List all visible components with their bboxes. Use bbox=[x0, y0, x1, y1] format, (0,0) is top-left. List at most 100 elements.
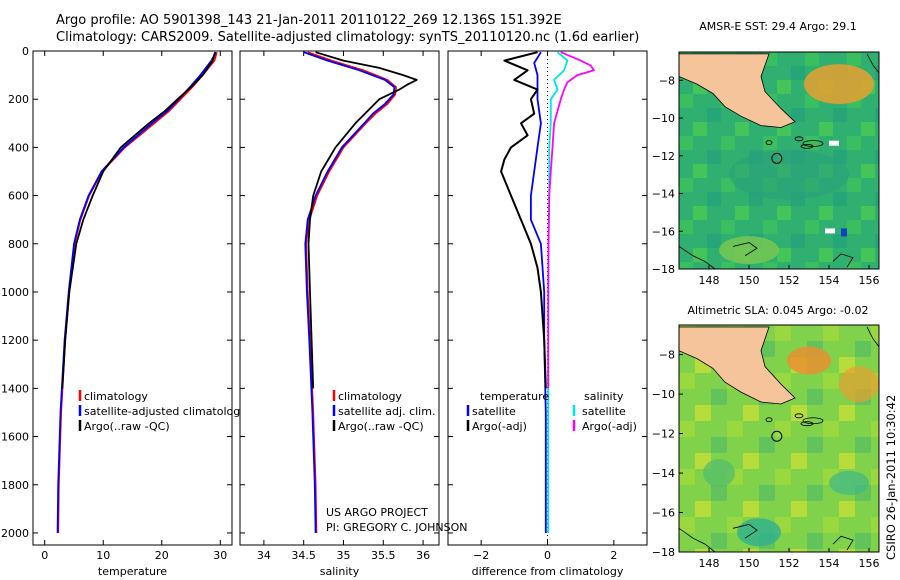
y-tick-label: −10 bbox=[652, 112, 675, 125]
island bbox=[800, 421, 814, 427]
sst-map-title: AMSR-E SST: 29.4 Argo: 29.1 bbox=[699, 20, 857, 33]
y-tick-label: 1800 bbox=[1, 479, 29, 492]
x-tick-label: 36 bbox=[416, 549, 430, 562]
reef-outline bbox=[679, 246, 716, 269]
reef-outline bbox=[832, 535, 854, 551]
y-tick-label: 600 bbox=[8, 190, 29, 203]
sla-map: 148 150 152 154 156 −8 −10 −12 −14 −16 −18 bbox=[652, 324, 880, 570]
legend-label: temperature bbox=[480, 390, 549, 403]
plot-frame bbox=[32, 50, 233, 546]
island bbox=[794, 136, 804, 142]
y-tick-label: 1400 bbox=[1, 382, 29, 395]
series-line-argo-raw-qc- bbox=[61, 51, 216, 389]
x-tick-label: 156 bbox=[859, 557, 880, 570]
series-line-argo-adj- bbox=[547, 51, 595, 389]
y-tick-label: −14 bbox=[652, 188, 675, 201]
y-tick-label: −18 bbox=[652, 546, 675, 559]
y-tick-label: −18 bbox=[652, 263, 675, 276]
y-tick-label: 2000 bbox=[1, 527, 29, 540]
x-axis-label: salinity bbox=[320, 565, 360, 578]
legend-label: Argo(..raw -QC) bbox=[338, 420, 424, 433]
x-tick-label: 152 bbox=[779, 557, 800, 570]
y-tick-label: −8 bbox=[659, 349, 675, 362]
legend-label: Argo(..raw -QC) bbox=[84, 420, 170, 433]
y-tick-label: −12 bbox=[652, 428, 675, 441]
map-overlay bbox=[679, 326, 879, 552]
climatology-subtitle: Climatology: CARS2009. Satellite-adjuste… bbox=[56, 30, 640, 45]
island bbox=[765, 140, 773, 145]
y-tick-label: 1600 bbox=[1, 431, 29, 444]
legend-label: satellite adj. clim. bbox=[338, 405, 435, 418]
y-tick-label: −16 bbox=[652, 507, 675, 520]
warm-patch bbox=[804, 64, 874, 105]
island bbox=[794, 413, 804, 419]
series-group bbox=[303, 51, 418, 534]
low-sla-patch bbox=[703, 459, 735, 488]
land-mass bbox=[679, 326, 796, 405]
y-tick-label: 200 bbox=[8, 93, 29, 106]
temperature-panel: 0 10 20 30 0 200 400 600 800 1000 1200 1400 1600 1800… bbox=[1, 45, 247, 578]
reef-outline bbox=[732, 242, 758, 257]
land-mass bbox=[679, 53, 796, 128]
high-sla-patch bbox=[839, 366, 879, 403]
island bbox=[800, 143, 814, 149]
x-tick-label: 34 bbox=[257, 549, 271, 562]
argo-position-marker bbox=[771, 430, 783, 442]
y-tick-label: −14 bbox=[652, 467, 675, 480]
x-axis-label: temperature bbox=[98, 565, 167, 578]
sla-map-title: Altimetric SLA: 0.045 Argo: -0.02 bbox=[687, 304, 869, 317]
x-axis-label: difference from climatology bbox=[472, 565, 624, 578]
series-line-satellite-adj-clim- bbox=[303, 51, 396, 534]
y-tick-label: −16 bbox=[652, 225, 675, 238]
island bbox=[765, 417, 773, 423]
y-tick-label: 1200 bbox=[1, 334, 29, 347]
low-sla-patch bbox=[737, 518, 781, 547]
x-tick-label: 0 bbox=[41, 549, 48, 562]
y-tick-label: −12 bbox=[652, 150, 675, 163]
coast-outline bbox=[866, 326, 879, 347]
series-line-argo-adj- bbox=[500, 51, 547, 389]
x-tick-label: 10 bbox=[96, 549, 110, 562]
x-tick-label: 148 bbox=[699, 274, 720, 287]
y-tick-label: 800 bbox=[8, 238, 29, 251]
map-overlay bbox=[679, 53, 879, 269]
series-group bbox=[56, 51, 218, 534]
sst-map: 148 150 152 154 156 −8 −10 −12 −14 −16 −18 bbox=[652, 51, 880, 287]
x-tick-label: 152 bbox=[779, 274, 800, 287]
x-tick-label: 154 bbox=[819, 274, 840, 287]
cold-pixel bbox=[841, 228, 847, 237]
no-data-patch bbox=[825, 228, 835, 234]
x-tick-label: 34.5 bbox=[291, 549, 316, 562]
series-group bbox=[500, 51, 595, 533]
y-tick-label: 400 bbox=[8, 141, 29, 154]
legend-label: climatology bbox=[338, 390, 402, 403]
y-tick-label: 1000 bbox=[1, 286, 29, 299]
warm-patch bbox=[719, 236, 779, 265]
legend-label: Argo(-adj) bbox=[582, 420, 637, 433]
reef-outline bbox=[732, 523, 758, 539]
reef-outline bbox=[832, 253, 854, 268]
generation-stamp: CSIRO 26-Jan-2011 10:30:42 bbox=[884, 394, 898, 560]
legend-label: satellite bbox=[582, 405, 626, 418]
reef-outline bbox=[679, 527, 716, 552]
project-name: US ARGO PROJECT bbox=[326, 506, 428, 519]
legend-label: satellite bbox=[472, 405, 516, 418]
x-tick-label: 20 bbox=[155, 549, 169, 562]
y-tick-label: −10 bbox=[652, 388, 675, 401]
salinity-panel: 34 34.5 35 35.5 36 salinity climatology satelli… bbox=[239, 50, 440, 578]
profile-title: Argo profile: AO 5901398_143 21-Jan-2011… bbox=[56, 13, 562, 28]
x-tick-label: 150 bbox=[739, 274, 760, 287]
legend-label: salinity bbox=[584, 390, 624, 403]
x-tick-label: 148 bbox=[699, 557, 720, 570]
legend-label: Argo(-adj) bbox=[472, 420, 527, 433]
y-tick-label: 0 bbox=[22, 45, 29, 58]
x-tick-label: 154 bbox=[819, 557, 840, 570]
legend-label: climatology bbox=[84, 390, 148, 403]
plot-frame bbox=[239, 50, 440, 546]
x-tick-label: 2 bbox=[610, 549, 617, 562]
x-tick-label: 30 bbox=[213, 549, 227, 562]
project-credit: US ARGO PROJECT PI: GREGORY C. JOHNSON bbox=[326, 505, 467, 535]
x-tick-label: 0 bbox=[544, 549, 551, 562]
x-tick-label: 35 bbox=[336, 549, 350, 562]
